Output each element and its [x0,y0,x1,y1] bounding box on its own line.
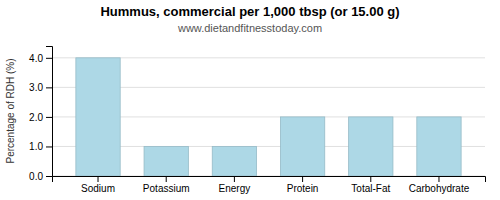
bar [144,146,188,176]
title: Hummus, commercial per 1,000 tbsp (or 15… [100,4,399,19]
y-tick-label: 3.0 [29,82,43,93]
x-tick-mark [166,176,167,182]
x-axis: Sodium Potassium Energy Protein Total-Fat Car… [53,176,486,194]
y-tick-mark [46,58,52,59]
y-tick-label: 2.0 [29,112,43,123]
x-tick-label: Energy [219,183,251,194]
x-tick: Potassium [143,176,190,194]
y-tick-mark [46,87,52,88]
x-tick-label: Potassium [143,183,190,194]
y-tick: 4.0 [29,53,52,64]
y-tick-label: 0.0 [29,171,43,182]
x-tick-label: Carbohydrate [409,183,470,194]
y-tick: 0.0 [29,171,52,182]
subtitle: www.dietandfitnesstoday.com [177,22,322,34]
x-tick: Energy [219,176,251,194]
y-tick-label: 1.0 [29,141,43,152]
bar [76,58,120,176]
x-tick: Protein [287,176,319,194]
y-tick-label: 4.0 [29,53,43,64]
grid [52,58,485,176]
x-tick: Total-Fat [351,176,390,194]
plot-area: Sodium Potassium Energy Protein Total-Fat Car… [5,47,486,195]
x-tick-mark [98,176,99,182]
y-axis-line [46,47,53,177]
y-tick: 3.0 [29,82,52,93]
y-tick: 2.0 [29,112,52,123]
x-tick: Sodium [81,176,115,194]
bar [417,117,461,176]
x-tick-mark [438,176,439,182]
x-tick-label: Total-Fat [351,183,390,194]
y-axis-title: Percentage of RDH (%) [5,58,16,163]
bar [212,146,256,176]
chart: Sodium Potassium Energy Protein Total-Fat Car… [0,0,500,200]
y-tick-mark [46,146,52,147]
x-tick-mark [302,176,303,182]
y-tick: 1.0 [29,141,52,152]
bars [76,58,461,176]
bar [349,117,393,176]
x-tick-label: Protein [287,183,319,194]
x-tick-label: Sodium [81,183,115,194]
y-axis: 0.0 1.0 2.0 3.0 4.0 [29,47,52,182]
y-tick-mark [46,117,52,118]
x-tick: Carbohydrate [409,176,470,194]
x-tick-mark [370,176,371,182]
x-axis-line [53,177,486,183]
y-tick-mark [46,176,52,177]
bar [280,117,324,176]
x-tick-mark [234,176,235,182]
